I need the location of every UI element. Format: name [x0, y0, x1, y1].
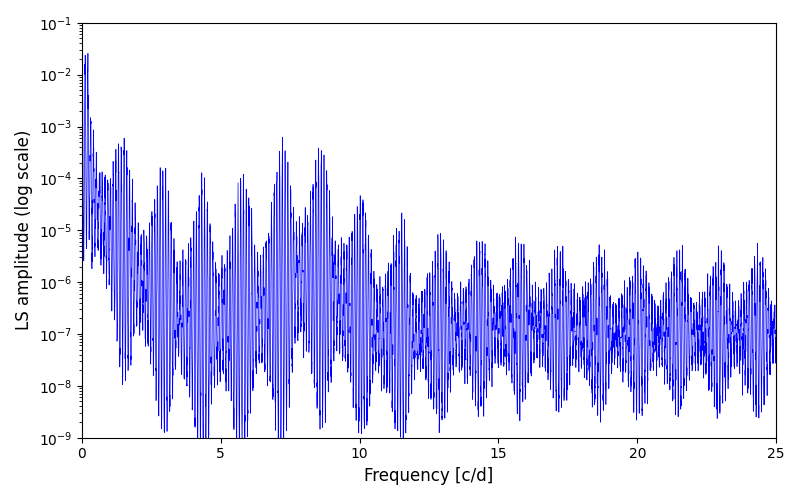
Y-axis label: LS amplitude (log scale): LS amplitude (log scale): [15, 130, 33, 330]
X-axis label: Frequency [c/d]: Frequency [c/d]: [364, 467, 494, 485]
